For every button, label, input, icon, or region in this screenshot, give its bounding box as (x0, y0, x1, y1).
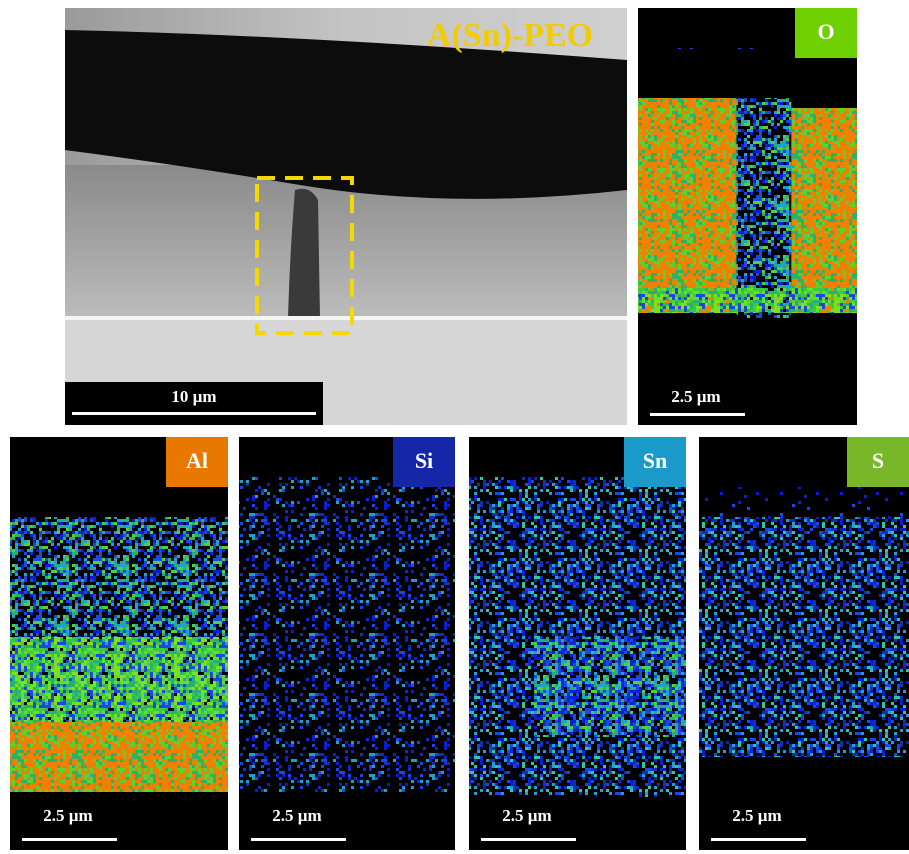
eds-map: Sn 2.5 µm (469, 437, 686, 850)
eds-map: O 2.5 µm (638, 8, 857, 425)
map-signal (239, 477, 455, 792)
element-label: Al (186, 448, 208, 473)
scale-bar-label: 2.5 µm (43, 806, 92, 825)
sem-interface (65, 316, 627, 320)
map-signal (699, 517, 909, 757)
map-signal (10, 722, 228, 792)
element-label: Sn (643, 448, 667, 473)
sem-title: A(Sn)-PEO (427, 17, 593, 54)
scale-bar-label: 2.5 µm (272, 806, 321, 825)
scale-bar-label: 2.5 µm (671, 387, 720, 406)
eds-map: Si 2.5 µm (239, 437, 455, 850)
scale-bar (22, 838, 117, 841)
element-label: O (817, 19, 834, 44)
scale-bar (72, 412, 316, 415)
figure: A(Sn)-PEO 10 µm O2.5 µmAl2.5 µmSi2.5 µmS… (0, 0, 909, 854)
scale-bar (481, 838, 576, 841)
scale-bar (711, 838, 806, 841)
element-label: S (872, 448, 884, 473)
scale-bar-label: 2.5 µm (732, 806, 781, 825)
map-signal (638, 288, 857, 313)
scale-bar-label: 2.5 µm (502, 806, 551, 825)
element-label: Si (415, 448, 433, 473)
map-signal (791, 108, 857, 313)
eds-map: S 2.5 µm (699, 437, 909, 850)
eds-map: Al 2.5 µm (10, 437, 228, 850)
map-signal (534, 637, 686, 737)
map-signal (10, 637, 228, 722)
scale-bar (251, 838, 346, 841)
map-signal (638, 98, 737, 313)
sem-panel: A(Sn)-PEO 10 µm (65, 8, 627, 425)
map-signal (737, 98, 792, 318)
scale-bar (650, 413, 745, 416)
scale-bar-label: 10 µm (171, 387, 216, 406)
